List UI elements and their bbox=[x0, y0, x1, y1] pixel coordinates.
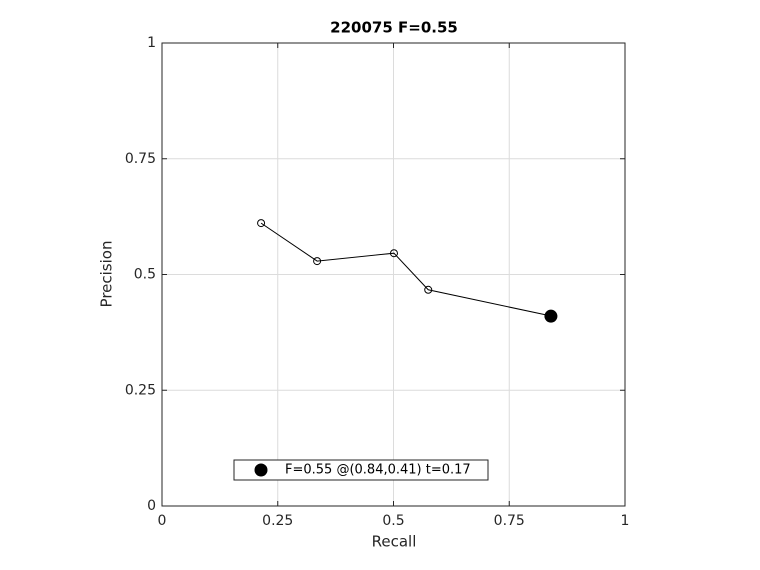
x-tick-label: 0.25 bbox=[262, 513, 293, 529]
x-tick-label: 0.5 bbox=[382, 513, 404, 529]
chart-title: 220075 F=0.55 bbox=[330, 19, 458, 37]
data-point bbox=[389, 249, 398, 258]
legend: F=0.55 @(0.84,0.41) t=0.17 bbox=[233, 459, 489, 481]
x-tick-label: 1 bbox=[621, 513, 630, 529]
data-point bbox=[424, 285, 433, 294]
legend-label: F=0.55 @(0.84,0.41) t=0.17 bbox=[285, 463, 471, 478]
legend-box bbox=[233, 459, 489, 481]
y-tick-label: 0 bbox=[147, 498, 156, 514]
data-point bbox=[544, 309, 558, 323]
legend-marker bbox=[254, 463, 268, 477]
data-point bbox=[257, 219, 266, 228]
y-axis-label: Precision bbox=[98, 241, 116, 308]
plot-frame bbox=[161, 42, 626, 507]
y-tick-label: 0.5 bbox=[134, 267, 156, 283]
y-tick-label: 0.25 bbox=[125, 382, 156, 398]
data-point bbox=[313, 257, 322, 266]
x-tick-label: 0.75 bbox=[494, 513, 525, 529]
y-tick-label: 1 bbox=[147, 35, 156, 51]
x-axis-label: Recall bbox=[372, 533, 417, 551]
y-tick-label: 0.75 bbox=[125, 151, 156, 167]
x-tick-label: 0 bbox=[158, 513, 167, 529]
series-line bbox=[260, 222, 552, 317]
